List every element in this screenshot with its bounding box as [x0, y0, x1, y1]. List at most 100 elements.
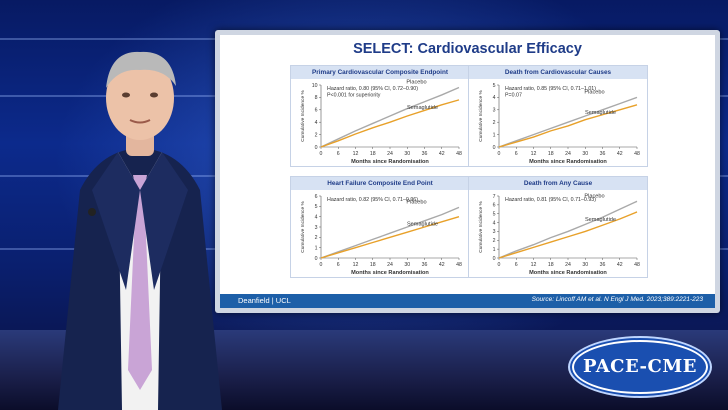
series-label: Placebo: [584, 193, 604, 199]
x-tick-label: 6: [337, 262, 340, 268]
presenter-head: [106, 56, 174, 140]
x-tick-label: 6: [337, 151, 340, 157]
presenter-lapel-right: [140, 152, 188, 290]
series-label: Semaglutide: [407, 222, 438, 228]
chart-title: Heart Failure Composite End Point: [291, 177, 469, 190]
x-tick-label: 24: [565, 151, 571, 157]
series-line-placebo: [320, 86, 460, 148]
logo-text: PACE-CME: [582, 356, 697, 377]
y-tick-label: 1: [493, 247, 496, 253]
y-axis-label: Cumulative Incidence %: [300, 90, 306, 142]
y-tick-label: 5: [493, 83, 496, 89]
x-tick-label: 48: [456, 151, 462, 157]
y-axis-label: Cumulative Incidence %: [478, 90, 484, 142]
y-tick-label: 2: [493, 120, 496, 126]
presenter-eye: [150, 92, 158, 98]
x-tick-label: 30: [404, 151, 410, 157]
presenter-eye: [122, 92, 130, 98]
x-tick-label: 42: [617, 151, 623, 157]
x-axis-label: Months since Randomisation: [529, 270, 607, 276]
hazard-ratio-annotation: Hazard ratio, 0.81 (95% CI, 0.71–0.93): [505, 197, 596, 203]
hazard-ratio-annotation: Hazard ratio, 0.82 (95% CI, 0.71–0.96): [327, 197, 418, 203]
y-tick-label: 2: [315, 235, 318, 241]
x-tick-label: 0: [498, 262, 501, 268]
series-label: Placebo: [406, 79, 426, 85]
x-tick-label: 36: [422, 151, 428, 157]
y-axis-label: Cumulative Incidence %: [300, 201, 306, 253]
x-tick-label: 18: [548, 262, 554, 268]
lapel-microphone: [88, 208, 96, 216]
x-tick-label: 6: [515, 262, 518, 268]
series-label: Semaglutide: [585, 110, 616, 116]
x-tick-label: 0: [320, 262, 323, 268]
x-tick-label: 0: [498, 151, 501, 157]
chart-title: Primary Cardiovascular Composite Endpoin…: [291, 66, 469, 79]
footer-source: Source: Lincoff AM et al. N Engl J Med. …: [531, 296, 703, 303]
presenter-hair: [106, 51, 176, 88]
x-tick-label: 12: [531, 151, 537, 157]
y-tick-label: 0: [315, 145, 318, 151]
y-tick-label: 2: [315, 132, 318, 138]
x-axis-label: Months since Randomisation: [529, 159, 607, 165]
y-tick-label: 1: [315, 245, 318, 251]
series-label: Placebo: [584, 89, 604, 95]
y-tick-label: 8: [315, 95, 318, 101]
x-axis-label: Months since Randomisation: [351, 159, 429, 165]
y-tick-label: 5: [493, 212, 496, 218]
series-line-semaglutide: [498, 104, 638, 148]
y-tick-label: 0: [493, 145, 496, 151]
y-tick-label: 2: [493, 238, 496, 244]
y-tick-label: 4: [493, 220, 496, 226]
slide-footer: Deanfield | UCL Source: Lincoff AM et al…: [220, 294, 715, 308]
slide-title: SELECT: Cardiovascular Efficacy: [353, 41, 582, 57]
y-tick-label: 4: [315, 120, 318, 126]
x-tick-label: 30: [582, 151, 588, 157]
presenter-mouth: [129, 119, 151, 124]
y-tick-label: 0: [493, 256, 496, 262]
x-tick-label: 48: [634, 151, 640, 157]
y-tick-label: 0: [315, 256, 318, 262]
x-axis-label: Months since Randomisation: [351, 270, 429, 276]
pace-cme-logo: PACE-CME: [572, 340, 708, 394]
hazard-ratio-annotation: Hazard ratio, 0.80 (95% CI, 0.72–0.90): [327, 86, 418, 92]
x-tick-label: 18: [370, 262, 376, 268]
x-tick-label: 30: [404, 262, 410, 268]
x-tick-label: 18: [548, 151, 554, 157]
x-tick-label: 36: [422, 262, 428, 268]
x-tick-label: 24: [387, 151, 393, 157]
hazard-ratio-annotation: P=0.07: [505, 93, 522, 99]
y-tick-label: 3: [493, 229, 496, 235]
presentation-slide: SELECT: Cardiovascular Efficacy Primary …: [220, 35, 715, 308]
hazard-ratio-annotation: Hazard ratio, 0.85 (95% CI, 0.71–1.01): [505, 86, 596, 92]
y-tick-label: 6: [493, 203, 496, 209]
x-tick-label: 42: [439, 262, 445, 268]
y-axis-label: Cumulative Incidence %: [478, 201, 484, 253]
x-tick-label: 36: [600, 262, 606, 268]
y-tick-label: 3: [493, 108, 496, 114]
presenter-figure: [58, 51, 222, 410]
presenter-lapel-left: [92, 152, 140, 290]
series-label: Semaglutide: [407, 105, 438, 111]
chart-title: Death from Any Cause: [469, 177, 647, 190]
x-tick-label: 18: [370, 151, 376, 157]
y-tick-label: 1: [493, 132, 496, 138]
x-tick-label: 48: [456, 262, 462, 268]
x-tick-label: 12: [353, 151, 359, 157]
x-tick-label: 6: [515, 151, 518, 157]
x-tick-label: 48: [634, 262, 640, 268]
y-tick-label: 4: [315, 214, 318, 220]
chart-title: Death from Cardiovascular Causes: [469, 66, 647, 79]
y-tick-label: 7: [493, 194, 496, 200]
series-line-semaglutide: [498, 211, 638, 259]
chart-panel-primary: Primary Cardiovascular Composite Endpoin…: [290, 65, 470, 167]
x-tick-label: 12: [531, 262, 537, 268]
presenter-tie: [128, 175, 152, 390]
series-line-placebo: [498, 96, 638, 148]
y-tick-label: 6: [315, 194, 318, 200]
